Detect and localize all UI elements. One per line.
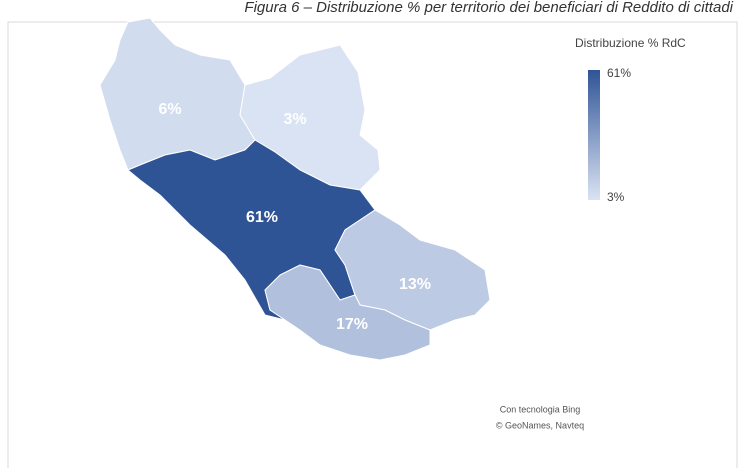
legend-max-label: 61% [607,66,631,80]
region [264,264,431,361]
attribution: Con tecnologia Bing [500,404,581,414]
attribution: © GeoNames, Navteq [496,420,584,430]
region-label: 13% [399,276,431,293]
legend-min-label: 3% [607,190,625,204]
legend-gradient [588,70,600,200]
region-label: 61% [246,209,278,226]
region-label: 3% [283,111,306,128]
region-label: 6% [158,101,181,118]
legend-title: Distribuzione % RdC [575,36,686,50]
region-label: 17% [336,316,368,333]
regions: 6% 3% 61% 13% 17% [99,17,491,361]
map-title: Figura 6 – Distribuzione % per territori… [244,0,733,16]
